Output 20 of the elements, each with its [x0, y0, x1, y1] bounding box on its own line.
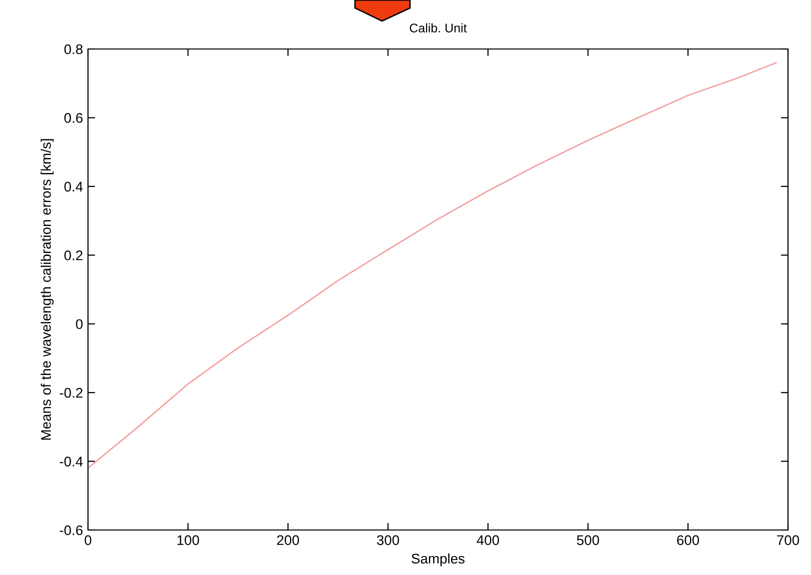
x-tick-label: 500 — [576, 535, 600, 546]
y-tick-label: 0 — [76, 319, 83, 330]
y-tick-label: -0.2 — [60, 388, 82, 398]
x-tick-label: 0 — [84, 535, 92, 546]
line-series — [88, 62, 777, 469]
x-tick-label: 400 — [476, 535, 500, 546]
y-tick-label: 0.6 — [64, 113, 83, 123]
x-tick-label: 200 — [277, 535, 300, 546]
y-axis-title: Means of the wavelength calibration errors [km/s] — [40, 139, 54, 440]
x-tick-label: 300 — [376, 535, 400, 546]
y-tick-label: 0.2 — [64, 250, 82, 260]
y-tick-label: -0.4 — [60, 456, 83, 466]
x-tick-label: 700 — [777, 535, 800, 546]
y-tick-label: 0.4 — [64, 182, 83, 192]
chart-title: Calib. Unit — [410, 23, 467, 32]
y-tick-label: 0.8 — [64, 44, 83, 54]
x-tick-label: 100 — [177, 535, 200, 546]
y-tick-label: -0.6 — [60, 525, 83, 536]
x-axis-title: Samples — [412, 553, 465, 566]
x-tick-label: 600 — [677, 535, 700, 546]
